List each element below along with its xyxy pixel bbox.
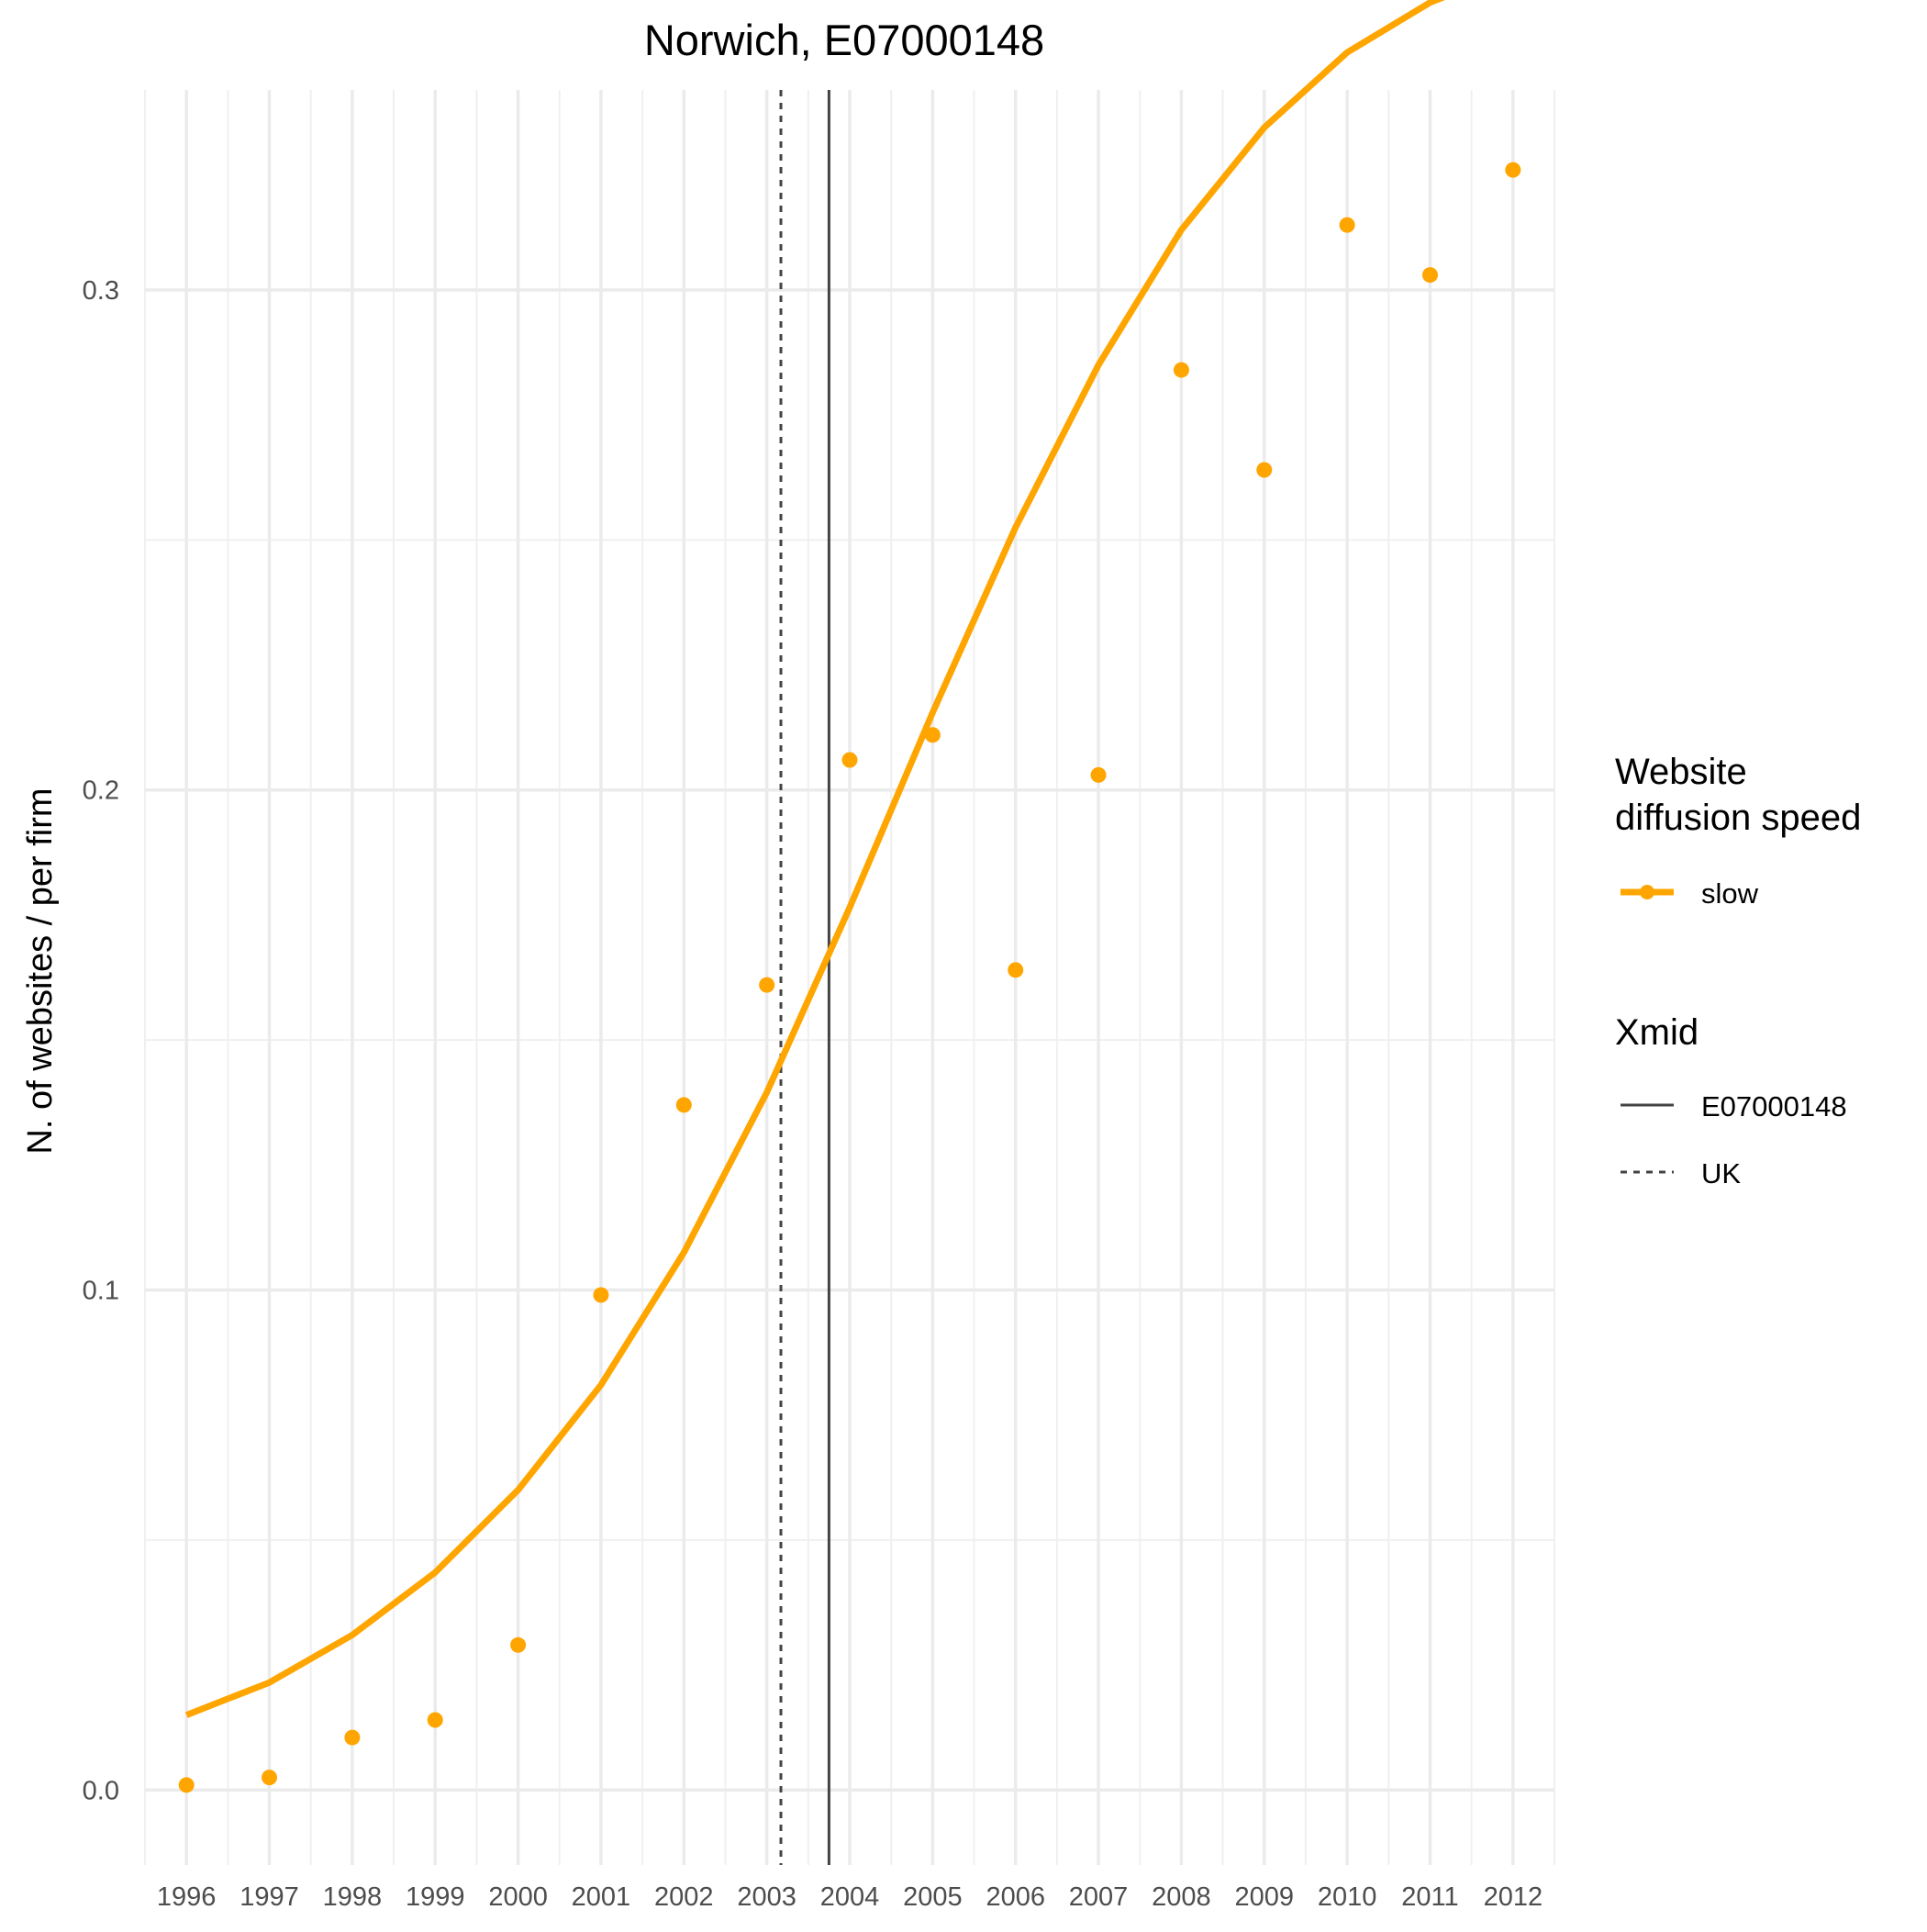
x-tick-label: 2002 [654, 1882, 714, 1912]
data-point [759, 977, 775, 993]
legend: Website diffusion speed slow Xmid E07000… [1615, 752, 1861, 1189]
x-tick-label: 2012 [1484, 1882, 1543, 1912]
data-point [427, 1712, 443, 1728]
data-point [1256, 462, 1273, 478]
y-axis-title: N. of websites / per firm [21, 787, 60, 1154]
x-tick-label: 2001 [572, 1882, 631, 1912]
legend-xmid-e07000148-label: E07000148 [1701, 1090, 1847, 1122]
x-tick-label: 1999 [406, 1882, 465, 1912]
data-point [1173, 362, 1189, 378]
data-point [593, 1287, 609, 1303]
y-tick-label: 0.0 [83, 1776, 119, 1805]
data-point [344, 1729, 361, 1746]
y-tick-label: 0.2 [83, 776, 119, 806]
data-point [1421, 267, 1438, 284]
legend-xmid-uk-label: UK [1701, 1157, 1741, 1189]
data-point [1008, 962, 1024, 978]
data-point [262, 1770, 278, 1786]
x-tick-label: 1998 [323, 1882, 383, 1912]
x-tick-label: 2009 [1235, 1882, 1295, 1912]
legend-slow-label: slow [1701, 877, 1759, 910]
x-tick-label: 2008 [1152, 1882, 1211, 1912]
data-point [924, 727, 941, 743]
data-point [675, 1097, 692, 1113]
x-tick-label: 2000 [488, 1882, 548, 1912]
x-tick-label: 2006 [986, 1882, 1045, 1912]
y-tick-label: 0.3 [83, 276, 119, 306]
legend-slow-point-key [1640, 885, 1654, 899]
x-tick-label: 2010 [1318, 1882, 1377, 1912]
series [178, 0, 1521, 1793]
grid [144, 90, 1555, 1865]
legend-speed-title-line2: diffusion speed [1615, 798, 1861, 838]
data-point [1505, 162, 1521, 178]
data-point [1339, 217, 1355, 233]
x-tick-label: 2011 [1401, 1882, 1458, 1912]
fitted-curve-line [184, 0, 1445, 1718]
x-tick-label: 1997 [239, 1882, 299, 1912]
axes: 0.0 0.1 0.2 0.3 1996 1997 1998 1999 2000 2001 2002… [83, 276, 1543, 1912]
x-tick-label: 2007 [1069, 1882, 1129, 1912]
x-tick-label: 2004 [820, 1882, 880, 1912]
data-point [510, 1636, 527, 1653]
x-tick-label: 2003 [737, 1882, 796, 1912]
x-tick-label: 1996 [157, 1882, 217, 1912]
y-tick-label: 0.1 [83, 1276, 119, 1305]
data-point [1090, 766, 1107, 783]
legend-speed-title-line1: Website [1615, 752, 1747, 792]
legend-xmid-title: Xmid [1615, 1012, 1699, 1053]
chart-title: Norwich, E07000148 [644, 16, 1044, 64]
data-point [178, 1777, 195, 1793]
data-point [841, 752, 858, 768]
vertical-reference-lines [779, 90, 830, 1865]
x-tick-label: 2005 [903, 1882, 963, 1912]
